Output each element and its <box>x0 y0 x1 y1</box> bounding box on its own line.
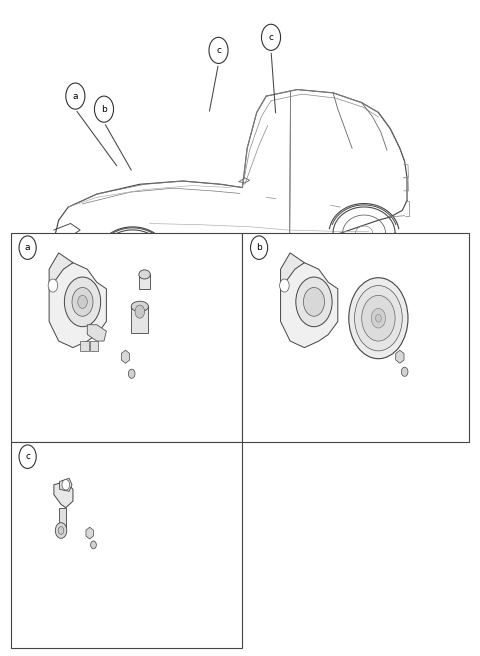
Text: 93560: 93560 <box>42 544 71 552</box>
Text: a: a <box>25 243 30 252</box>
Circle shape <box>209 37 228 64</box>
Circle shape <box>95 96 114 122</box>
Circle shape <box>72 287 93 316</box>
Ellipse shape <box>131 301 148 312</box>
Bar <box>90 341 98 351</box>
Text: c: c <box>216 46 221 55</box>
Circle shape <box>296 277 332 327</box>
Circle shape <box>62 480 70 490</box>
Circle shape <box>280 279 289 292</box>
Circle shape <box>362 295 395 341</box>
Polygon shape <box>59 508 66 527</box>
Text: 1129EE: 1129EE <box>130 346 164 356</box>
Polygon shape <box>87 325 107 341</box>
Circle shape <box>91 541 96 549</box>
Circle shape <box>135 305 144 318</box>
Polygon shape <box>60 478 72 491</box>
Bar <box>139 274 150 289</box>
Bar <box>131 306 148 333</box>
Circle shape <box>349 277 408 359</box>
Circle shape <box>251 236 268 259</box>
Text: 96620B: 96620B <box>345 274 380 283</box>
Circle shape <box>401 367 408 377</box>
Circle shape <box>262 24 281 51</box>
Text: 1129EE: 1129EE <box>369 331 403 340</box>
Circle shape <box>64 277 101 327</box>
Polygon shape <box>49 253 73 289</box>
Circle shape <box>48 279 58 292</box>
Text: b: b <box>256 243 262 252</box>
Text: a: a <box>72 92 78 100</box>
Polygon shape <box>281 253 304 289</box>
Circle shape <box>78 295 87 308</box>
Bar <box>11 234 242 442</box>
Text: 93880C: 93880C <box>161 314 196 323</box>
Polygon shape <box>281 262 338 348</box>
Text: c: c <box>268 33 274 42</box>
Circle shape <box>371 308 385 328</box>
Circle shape <box>375 314 381 322</box>
Circle shape <box>66 83 85 109</box>
Text: 91791A: 91791A <box>85 508 120 517</box>
Circle shape <box>19 236 36 259</box>
Circle shape <box>355 285 402 351</box>
Circle shape <box>58 527 64 535</box>
Text: c: c <box>25 452 30 461</box>
Polygon shape <box>49 262 107 348</box>
Circle shape <box>55 523 67 539</box>
Circle shape <box>303 287 324 316</box>
Text: 92736: 92736 <box>161 274 190 283</box>
Bar <box>80 341 89 351</box>
Polygon shape <box>54 482 73 508</box>
Text: b: b <box>101 105 107 113</box>
Bar <box>11 442 242 648</box>
Circle shape <box>128 369 135 379</box>
Ellipse shape <box>139 270 150 279</box>
Circle shape <box>19 445 36 468</box>
Bar <box>242 234 469 442</box>
